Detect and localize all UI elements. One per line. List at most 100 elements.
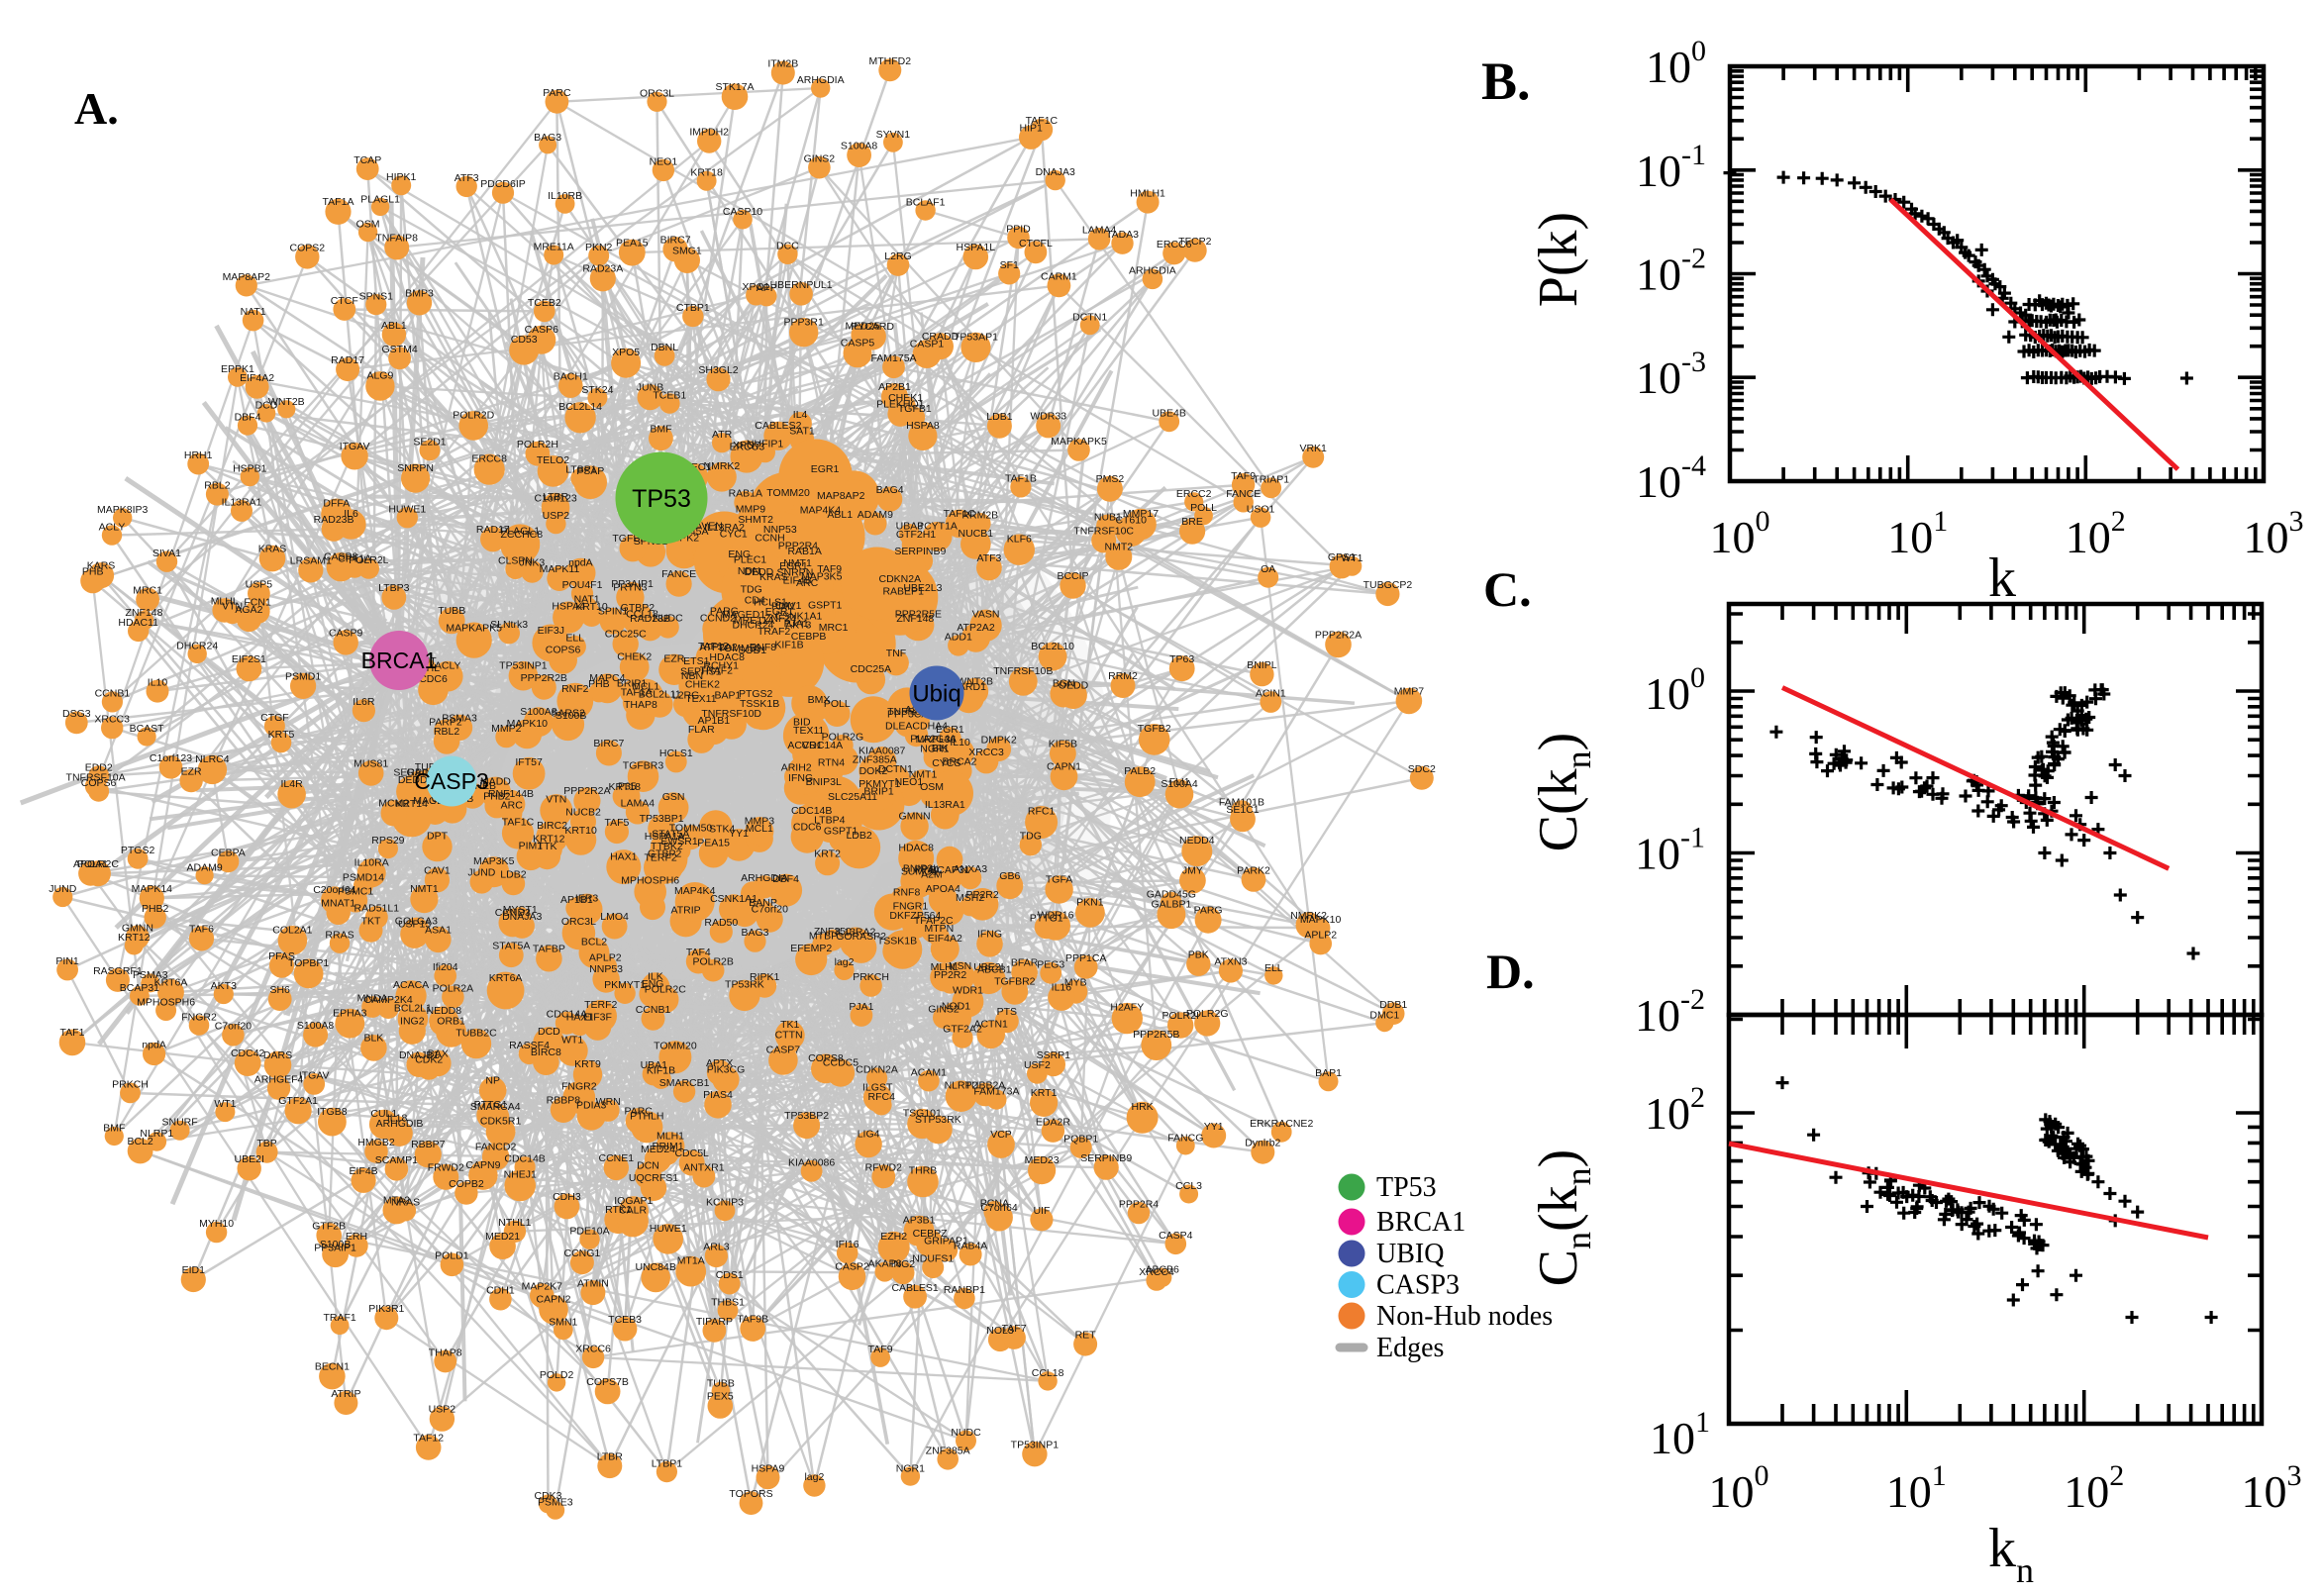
svg-text:TOMM50: TOMM50 bbox=[718, 643, 761, 654]
svg-text:UBERNPUL1: UBERNPUL1 bbox=[770, 279, 833, 291]
svg-text:WT1: WT1 bbox=[561, 1035, 583, 1047]
svg-text:CCL18: CCL18 bbox=[626, 608, 658, 620]
svg-text:ATF3: ATF3 bbox=[454, 172, 479, 184]
svg-text:MAPK11: MAPK11 bbox=[540, 563, 580, 575]
svg-text:YY1: YY1 bbox=[1204, 1121, 1224, 1133]
svg-text:PMS2: PMS2 bbox=[1096, 473, 1125, 485]
svg-text:JUNB: JUNB bbox=[637, 382, 663, 394]
svg-text:WDR1: WDR1 bbox=[953, 985, 983, 997]
svg-text:Ubiq: Ubiq bbox=[912, 680, 960, 707]
svg-text:SE2D1: SE2D1 bbox=[413, 437, 446, 449]
svg-text:NLRC4: NLRC4 bbox=[195, 753, 230, 765]
svg-text:TAF6: TAF6 bbox=[189, 924, 214, 936]
svg-text:RFC1: RFC1 bbox=[1028, 805, 1056, 817]
svg-text:IFNG: IFNG bbox=[788, 772, 813, 784]
svg-text:BMF: BMF bbox=[103, 1123, 125, 1135]
svg-text:TAF9: TAF9 bbox=[817, 563, 842, 575]
svg-text:PTTG1: PTTG1 bbox=[1030, 912, 1063, 924]
svg-text:MSH2: MSH2 bbox=[956, 892, 984, 904]
svg-text:ERCC8: ERCC8 bbox=[471, 452, 507, 464]
svg-text:POLD2: POLD2 bbox=[540, 1369, 574, 1381]
svg-text:IL13RA2: IL13RA2 bbox=[835, 926, 875, 938]
svg-text:COPS6: COPS6 bbox=[81, 777, 117, 789]
svg-text:POLR2C: POLR2C bbox=[645, 984, 686, 996]
svg-text:NP: NP bbox=[485, 1075, 500, 1087]
svg-text:NEDD4: NEDD4 bbox=[1179, 835, 1215, 847]
svg-text:OSM: OSM bbox=[356, 219, 380, 231]
svg-text:EIF4A2: EIF4A2 bbox=[240, 372, 274, 384]
svg-text:PPP2R5E: PPP2R5E bbox=[895, 608, 942, 620]
svg-text:npdA: npdA bbox=[142, 1040, 166, 1051]
svg-text:TGFB2: TGFB2 bbox=[1138, 723, 1171, 735]
svg-text:BAX: BAX bbox=[428, 1047, 449, 1059]
svg-text:TP53: TP53 bbox=[632, 485, 691, 513]
svg-text:WRN: WRN bbox=[596, 1096, 621, 1108]
svg-text:SNRPN: SNRPN bbox=[777, 566, 814, 578]
svg-text:CDK5R1: CDK5R1 bbox=[480, 1116, 522, 1128]
svg-text:ADAM9: ADAM9 bbox=[187, 862, 223, 874]
svg-text:STAT5A: STAT5A bbox=[652, 828, 689, 840]
svg-text:CD53: CD53 bbox=[511, 334, 538, 346]
svg-text:ETS1: ETS1 bbox=[683, 655, 709, 667]
svg-text:ABCB1: ABCB1 bbox=[977, 964, 1012, 976]
svg-text:ATF3: ATF3 bbox=[976, 552, 1001, 564]
svg-text:KRT9: KRT9 bbox=[574, 1058, 601, 1070]
svg-text:ATXN3: ATXN3 bbox=[1214, 956, 1247, 968]
svg-text:HSPA4: HSPA4 bbox=[552, 601, 585, 613]
svg-text:101: 101 bbox=[1650, 1406, 1710, 1463]
svg-text:NUCB1: NUCB1 bbox=[959, 528, 994, 540]
svg-text:IMPDH2: IMPDH2 bbox=[689, 126, 729, 138]
svg-text:BAG3: BAG3 bbox=[534, 132, 561, 144]
svg-text:RNF8: RNF8 bbox=[893, 886, 921, 898]
svg-text:ACACA: ACACA bbox=[393, 979, 429, 991]
svg-text:ACVR1: ACVR1 bbox=[787, 740, 822, 751]
svg-text:IFNG: IFNG bbox=[977, 929, 1002, 941]
svg-text:TAF1B: TAF1B bbox=[1005, 473, 1037, 485]
svg-text:DNAJA3: DNAJA3 bbox=[1036, 166, 1075, 178]
svg-text:ILGST: ILGST bbox=[862, 1081, 893, 1093]
svg-text:DCC: DCC bbox=[776, 241, 799, 252]
svg-text:CARM1: CARM1 bbox=[1041, 270, 1077, 282]
svg-text:THRB: THRB bbox=[909, 1165, 938, 1177]
svg-text:TP53RK: TP53RK bbox=[725, 979, 764, 991]
svg-text:STK24: STK24 bbox=[581, 384, 613, 396]
svg-text:TUBGCP2: TUBGCP2 bbox=[1364, 579, 1413, 591]
svg-text:MLHL: MLHL bbox=[211, 595, 239, 607]
svg-text:CSNK1A1: CSNK1A1 bbox=[774, 611, 822, 623]
svg-text:HSPA1A: HSPA1A bbox=[645, 831, 685, 843]
svg-text:TCEB1: TCEB1 bbox=[653, 389, 686, 401]
svg-text:XRCC6: XRCC6 bbox=[575, 1343, 611, 1354]
svg-text:LTBP4: LTBP4 bbox=[814, 815, 845, 827]
svg-text:ELL: ELL bbox=[565, 633, 584, 645]
svg-text:GSTM4: GSTM4 bbox=[382, 344, 418, 355]
svg-text:MAP2K7: MAP2K7 bbox=[522, 1281, 563, 1293]
svg-text:MLH1: MLH1 bbox=[656, 1131, 684, 1143]
svg-text:CCNG1: CCNG1 bbox=[564, 1247, 601, 1259]
svg-text:PPA1: PPA1 bbox=[914, 864, 940, 876]
svg-text:ACLY: ACLY bbox=[99, 522, 126, 534]
svg-text:ERCC2: ERCC2 bbox=[1176, 488, 1212, 500]
svg-text:MED21: MED21 bbox=[485, 1231, 520, 1243]
svg-text:RFC4: RFC4 bbox=[867, 1091, 895, 1103]
svg-text:BCCIP: BCCIP bbox=[1057, 570, 1088, 582]
svg-text:PPP2R5B: PPP2R5B bbox=[1133, 1029, 1179, 1041]
svg-text:DHCR24: DHCR24 bbox=[732, 620, 773, 632]
svg-text:CSNK1A1: CSNK1A1 bbox=[710, 893, 758, 905]
svg-text:EPPK1: EPPK1 bbox=[221, 363, 254, 375]
svg-text:NMRK2: NMRK2 bbox=[704, 460, 741, 472]
svg-text:DNAJA3: DNAJA3 bbox=[502, 911, 542, 923]
svg-text:ENG: ENG bbox=[728, 549, 751, 560]
svg-text:BIRC7: BIRC7 bbox=[660, 234, 691, 246]
svg-text:MMP2: MMP2 bbox=[491, 723, 521, 735]
svg-text:NGR1: NGR1 bbox=[896, 1462, 925, 1474]
svg-text:FNGR2: FNGR2 bbox=[561, 1080, 597, 1092]
svg-text:LMO4: LMO4 bbox=[600, 911, 629, 923]
svg-text:SH3GL2: SH3GL2 bbox=[698, 364, 738, 376]
svg-text:MAP4K4: MAP4K4 bbox=[800, 504, 842, 516]
svg-text:UBE2I: UBE2I bbox=[235, 1153, 264, 1165]
svg-text:PIK3R1: PIK3R1 bbox=[368, 1303, 404, 1315]
svg-text:DLEACDHA4: DLEACDHA4 bbox=[885, 721, 948, 733]
svg-text:TBP: TBP bbox=[256, 1138, 276, 1149]
svg-text:VRK1: VRK1 bbox=[1299, 443, 1327, 454]
svg-text:TUBB2A: TUBB2A bbox=[964, 1080, 1005, 1092]
